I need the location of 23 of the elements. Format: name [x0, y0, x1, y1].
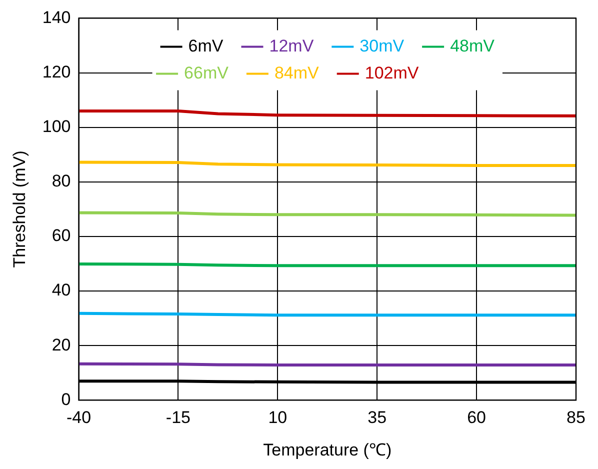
y-tick-label: 0 [61, 390, 71, 409]
x-tick-label: -40 [66, 408, 92, 428]
y-tick-label: 80 [52, 172, 71, 191]
x-tick-label: 85 [566, 408, 586, 428]
legend-label: 6mV [188, 36, 224, 56]
legend-label: 48mV [450, 36, 496, 56]
y-tick-label: 60 [52, 226, 71, 246]
y-tick-label: 20 [52, 335, 71, 354]
y-tick-label: 40 [52, 280, 71, 300]
y-tick-label: 140 [42, 8, 71, 27]
legend-label: 12mV [269, 36, 314, 56]
x-axis-title: Temperature (℃) [263, 440, 392, 460]
legend-label: 30mV [360, 36, 405, 56]
y-axis-title: Threshold (mV) [10, 150, 29, 268]
x-tick-label: 10 [268, 408, 288, 428]
x-tick-label: 60 [467, 408, 486, 428]
y-tick-label: 100 [42, 117, 71, 136]
x-tick-label: 35 [368, 408, 387, 428]
x-tick-label: -15 [166, 408, 190, 428]
y-tick-label: 120 [42, 62, 71, 82]
legend-label: 66mV [184, 63, 230, 82]
legend-label: 84mV [274, 63, 320, 82]
legend-label: 102mV [364, 63, 420, 82]
